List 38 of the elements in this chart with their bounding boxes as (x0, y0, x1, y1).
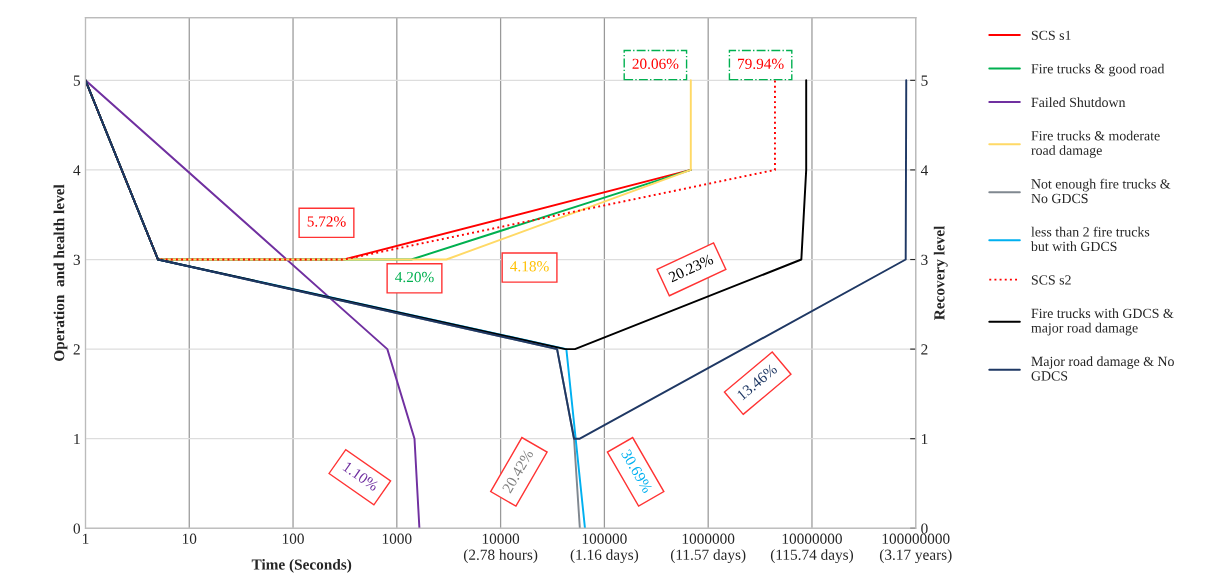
legend-label: Major road damage & No GDCS (1031, 356, 1174, 381)
y-tick-label: 2 (73, 344, 80, 355)
legend-label: SCS s2 (1031, 275, 1071, 285)
y-axis-title: Operation and health level (53, 184, 68, 361)
x-tick-label: 1000000 (11.57 days) (670, 533, 746, 564)
y2-tick-label: 3 (921, 254, 928, 265)
x-tick-label: 10000 (2.78 hours) (463, 533, 538, 563)
legend-label: less than 2 fire trucks but with GDCS (1030, 226, 1150, 252)
annotation: 20.06% (632, 58, 679, 69)
legend-label: Fire trucks & good road (1031, 63, 1165, 77)
annotation: 79.94% (738, 58, 784, 69)
annotation: 4.20% (395, 271, 434, 283)
x-tick-label: 100 (282, 533, 304, 544)
y-tick-label: 3 (73, 254, 81, 265)
legend-label: Fire trucks & moderate road damage (1031, 130, 1160, 158)
y2-tick-label: 1 (921, 433, 928, 445)
y2-tick-label: 5 (921, 75, 928, 86)
y-tick-label: 4 (73, 165, 81, 176)
x-tick-label: 10 (182, 533, 197, 544)
y2-tick-label: 0 (921, 523, 928, 534)
annotation: 4.18% (510, 261, 549, 272)
x-tick-label: 1000 (382, 533, 412, 544)
legend-label: Failed Shutdown (1031, 97, 1126, 108)
x-tick-label: 100000 (1.16 days) (570, 533, 639, 564)
y-tick-label: 5 (73, 75, 81, 86)
y-tick-label: 1 (74, 433, 80, 445)
legend-label: Fire trucks with GDCS & major road damage (1031, 308, 1174, 336)
annotation: 5.72% (307, 216, 346, 227)
y-tick-label: 0 (73, 523, 81, 534)
x-tick-label: 100000000 (3.17 years) (879, 533, 952, 564)
legend-label: Not enough fire trucks & No GDCS (1031, 178, 1171, 204)
y2-axis-title: Recovery level (933, 225, 948, 320)
legend-label: SCS s1 (1031, 30, 1071, 40)
y2-tick-label: 4 (920, 165, 929, 176)
x-tick-label: 1 (82, 533, 89, 544)
x-axis-title: Time (Seconds) (251, 558, 352, 573)
y2-tick-label: 2 (921, 344, 928, 355)
x-tick-label: 10000000 (115.74 days) (770, 533, 854, 564)
